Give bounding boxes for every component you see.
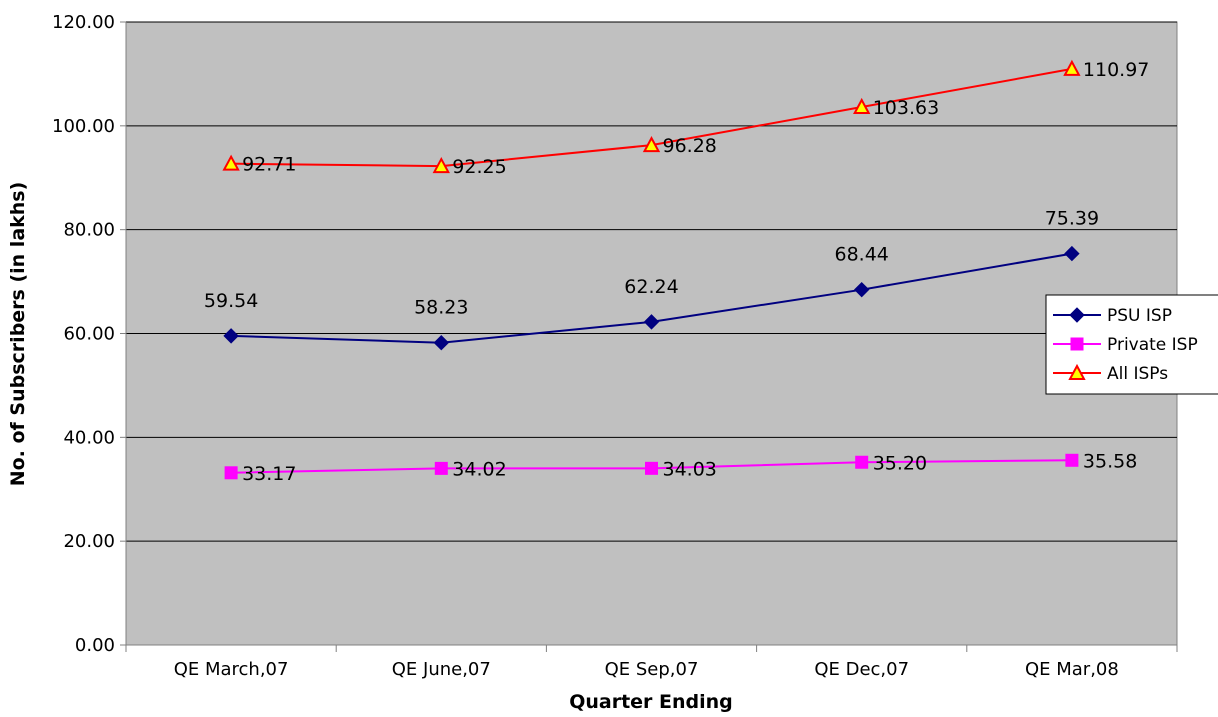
data-point (433, 334, 450, 351)
data-point (642, 136, 661, 153)
data-label: 58.23 (414, 297, 468, 319)
gridlines (126, 21, 1177, 542)
data-point (1063, 59, 1081, 76)
data-point (223, 328, 239, 344)
data-label: 68.44 (834, 244, 888, 266)
y-tick-label: 40.00 (63, 427, 115, 448)
x-tick-label: QE March,07 (174, 659, 289, 680)
x-tick-label: QE Mar,08 (1025, 659, 1119, 680)
y-tick-label: 120.00 (52, 12, 115, 33)
data-label: 59.54 (204, 290, 258, 312)
data-label: 62.24 (624, 276, 678, 298)
series-all-isps (222, 59, 1081, 174)
data-label: 35.58 (1083, 450, 1137, 472)
legend-marker (1069, 307, 1085, 323)
data-label: 75.39 (1045, 208, 1099, 230)
series-private-isp (224, 453, 1079, 480)
data-point (853, 97, 871, 114)
data-labels: 59.54 58.23 62.24 68.44 75.39 33.17 34.02 34.03… (204, 59, 1149, 485)
data-point (1064, 245, 1080, 262)
axes: 0.00 20.00 40.00 60.00 80.00 100.00 120.00 QE M… (52, 12, 1178, 680)
y-tick-label: 20.00 (63, 531, 115, 552)
data-label: 34.02 (452, 458, 506, 480)
data-label: 33.17 (242, 463, 296, 485)
y-tick-label: 100.00 (52, 116, 115, 137)
data-label: 110.97 (1083, 59, 1149, 81)
x-tick-label: QE Sep,07 (605, 659, 699, 680)
data-point (222, 154, 240, 171)
y-tick-label: 60.00 (63, 324, 115, 345)
y-tick-label: 80.00 (63, 220, 115, 241)
x-tick-label: QE Dec,07 (814, 659, 909, 680)
y-axis-title: No. of Subscribers (in lakhs) (7, 182, 29, 487)
data-point (645, 461, 658, 475)
data-point (224, 466, 238, 480)
data-label: 103.63 (873, 97, 939, 119)
data-point (855, 455, 869, 469)
data-point (853, 281, 870, 298)
x-tick-label: QE June,07 (392, 659, 491, 680)
series-group (222, 59, 1081, 480)
data-label: 34.03 (663, 458, 717, 480)
data-label: 96.28 (663, 135, 717, 157)
legend: PSU ISP Private ISP All ISPs (1045, 294, 1218, 395)
legend-marker (1070, 337, 1084, 351)
legend-item-psu-isp: PSU ISP (1053, 306, 1172, 326)
data-point (432, 156, 450, 174)
data-label: 92.71 (242, 154, 296, 176)
data-label: 92.25 (452, 156, 506, 178)
legend-marker (1068, 363, 1086, 380)
legend-item-all-isps: All ISPs (1053, 363, 1168, 384)
data-point (434, 461, 448, 475)
legend-label: All ISPs (1107, 364, 1168, 384)
x-axis-title: Quarter Ending (569, 691, 733, 713)
data-label: 35.20 (873, 452, 927, 474)
legend-label: Private ISP (1107, 335, 1198, 355)
series-psu-isp (223, 245, 1080, 351)
legend-label: PSU ISP (1107, 306, 1172, 326)
legend-item-private-isp: Private ISP (1053, 335, 1198, 355)
y-tick-label: 0.00 (75, 635, 115, 656)
data-point (1065, 453, 1079, 467)
data-point (643, 314, 660, 330)
